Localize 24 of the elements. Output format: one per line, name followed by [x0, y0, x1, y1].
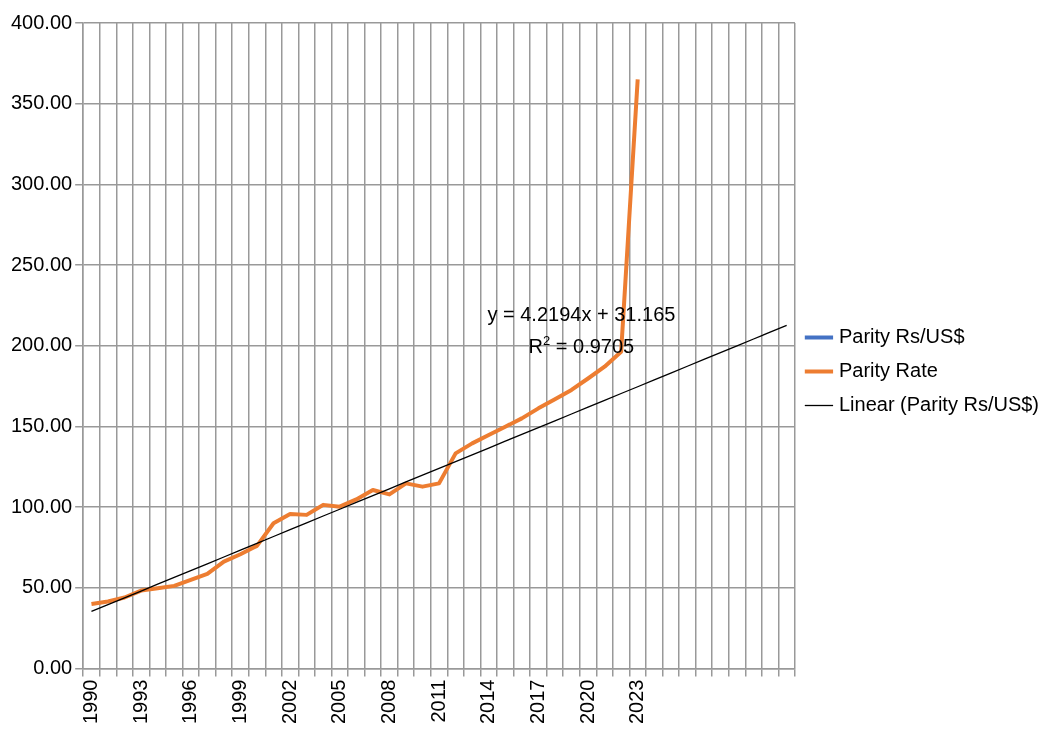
x-tick-label: 2008 — [376, 679, 399, 725]
y-tick-label: 100.00 — [11, 494, 73, 517]
y-tick-label: 250.00 — [11, 252, 73, 275]
y-tick-label: 300.00 — [11, 171, 73, 194]
x-tick-label: 2002 — [277, 679, 300, 725]
x-tick-label: 2005 — [327, 679, 350, 725]
x-tick-label: 2023 — [625, 679, 648, 725]
legend-label: Linear (Parity Rs/US$) — [838, 393, 1039, 416]
x-tick-label: 1990 — [78, 679, 101, 725]
legend-label: Parity Rate — [838, 359, 938, 382]
y-tick-label: 200.00 — [11, 333, 73, 356]
x-tick-label: 1996 — [178, 679, 201, 725]
x-tick-label: 2011 — [426, 679, 449, 723]
x-tick-label: 2017 — [525, 679, 548, 725]
y-tick-label: 150.00 — [11, 413, 73, 436]
x-tick-label: 1999 — [227, 679, 250, 725]
y-tick-label: 350.00 — [11, 91, 73, 114]
x-tick-label: 1993 — [128, 679, 151, 725]
y-tick-label: 50.00 — [22, 575, 73, 598]
y-tick-label: 0.00 — [33, 656, 73, 679]
y-tick-label: 400.00 — [11, 10, 73, 33]
x-tick-label: 2014 — [476, 679, 499, 725]
legend-label: Parity Rs/US$ — [838, 325, 965, 348]
x-tick-label: 2020 — [575, 679, 598, 725]
